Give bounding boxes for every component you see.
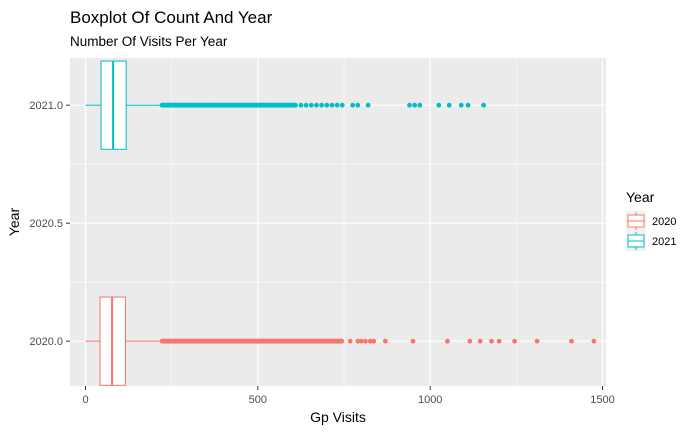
outlier-point [350,102,356,108]
legend-key-2021: 2021 [626,231,676,251]
outlier-point [382,338,388,344]
outlier-point [303,102,309,108]
outlier-point [591,338,597,344]
outlier-point [569,338,574,344]
outlier-point [417,102,423,108]
outlier-point [446,102,452,108]
outlier-point [334,102,340,108]
legend-label: 2021 [652,236,676,248]
y-tick-label: 2021.0 [29,100,63,112]
y-tick-label: 2020.0 [29,336,63,348]
box-series-2021 [85,60,487,150]
outlier-point [347,338,353,344]
outlier-point [467,338,473,344]
y-axis-label: Year [6,208,22,237]
outlier-point [412,102,418,108]
outlier-point [489,338,494,344]
data-marks [85,60,597,386]
x-tick-label: 0 [82,394,88,406]
outlier-point [293,102,298,108]
outlier-point [458,102,464,108]
y-tick-label: 2020.5 [29,218,63,230]
legend-title: Year [626,189,655,205]
outlier-point [355,338,361,344]
outlier-point [445,338,450,344]
legend-key-2020: 2020 [626,211,676,231]
outlier-point [407,102,412,108]
legend-keys: 2020 2021 [626,211,676,251]
outlier-point [308,102,314,108]
chart-title: Boxplot Of Count And Year [70,8,273,27]
x-tick-label: 1500 [590,394,614,406]
outlier-point [477,338,483,344]
outlier-point [314,102,319,108]
outlier-point [355,102,361,108]
outlier-point [465,102,471,108]
outlier-point [329,102,335,108]
outlier-point [481,102,487,108]
axis-ticks: 0 500 1000 1500 2020.0 2020.5 2021.0 [29,100,614,406]
chart-subtitle: Number Of Visits Per Year [70,34,228,49]
outlier-point [298,102,304,108]
outlier-point [367,338,373,344]
outlier-point [496,338,502,344]
outlier-point [339,102,345,108]
outlier-point [534,338,540,344]
x-tick-label: 1000 [418,394,442,406]
x-tick-label: 500 [249,394,267,406]
outlier-point [363,338,368,344]
outlier-point [365,102,371,108]
plot-panel [70,58,606,386]
outlier-point [371,338,377,344]
outlier-point [339,338,345,344]
x-axis-label: Gp Visits [310,409,366,425]
outlier-point [358,338,364,344]
outlier-point [436,102,442,108]
legend: Year 2020 2021 [626,189,676,251]
outlier-point [319,102,325,108]
legend-label: 2020 [652,216,676,228]
outlier-point [512,338,518,344]
outlier-point [324,102,330,108]
box-series-2020 [85,296,597,386]
outlier-point [410,338,416,344]
